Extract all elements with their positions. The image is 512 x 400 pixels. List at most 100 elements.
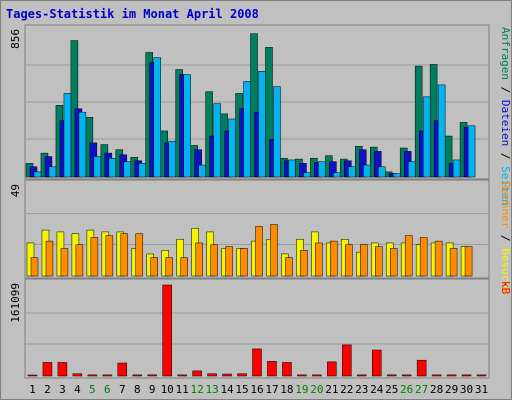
bar-kb-day-20	[312, 374, 322, 377]
x-tick-label: 26	[400, 383, 413, 396]
bar-rechner-day-9	[150, 257, 158, 277]
x-tick-label: 10	[161, 383, 174, 396]
bar-seiten-day-3	[63, 93, 72, 178]
bar-kb-day-30	[461, 374, 472, 377]
bar-seiten-day-26	[407, 161, 416, 178]
x-tick-label: 7	[119, 383, 126, 396]
bar-dateien-day-19	[299, 163, 307, 178]
bar-rechner-day-15	[240, 248, 248, 277]
x-tick-label: 19	[295, 383, 308, 396]
bar-dateien-day-24	[374, 151, 382, 178]
bar-seiten-day-7	[123, 161, 132, 178]
bar-rechner-day-22	[345, 244, 353, 277]
bar-kb-day-12	[192, 370, 202, 377]
bar-seiten-day-10	[168, 140, 176, 178]
bar-kb-day-29	[446, 374, 457, 377]
bar-kb-day-5	[87, 374, 98, 377]
bar-rechner-day-17	[270, 224, 278, 277]
x-tick-label: 20	[310, 383, 323, 396]
bar-seiten-day-20	[318, 161, 326, 178]
bar-kb-day-16	[252, 348, 262, 377]
panel-middle: 49 Rechner / Besuche	[9, 179, 512, 295]
bar-seiten-day-2	[48, 166, 57, 178]
bar-seiten-day-19	[303, 172, 311, 178]
bar-rechner-day-11	[180, 257, 188, 277]
bar-seiten-day-27	[422, 96, 431, 178]
bar-rechner-day-19	[300, 250, 308, 277]
bar-kb-day-19	[297, 374, 307, 377]
series-legend-label: Anfragen / Dateien / Seiten	[499, 27, 512, 206]
x-tick-label: 16	[250, 383, 263, 396]
x-tick-label: 17	[265, 383, 278, 396]
bar-kb-day-13	[207, 373, 217, 377]
series-legend-label: Rechner / Besuche	[499, 182, 512, 295]
bar-kb-day-17	[267, 361, 277, 377]
bar-rechner-day-27	[419, 237, 428, 277]
legend-part: Dateien	[499, 100, 512, 146]
bar-seiten-day-4	[78, 111, 87, 178]
bar-seiten-day-15	[243, 81, 251, 178]
bar-rechner-day-25	[389, 248, 398, 277]
y-max-label: 161099	[9, 283, 22, 323]
x-tick-label: 9	[149, 383, 156, 396]
bar-kb-day-18	[282, 362, 292, 377]
bar-seiten-day-5	[93, 156, 102, 178]
bar-rechner-day-14	[225, 246, 233, 277]
bar-anfragen-day-13	[205, 91, 213, 178]
bar-rechner-day-5	[90, 237, 99, 277]
chart-title: Tages-Statistik im Monat April 2008	[6, 7, 259, 21]
bar-kb-day-4	[72, 373, 83, 377]
x-tick-label: 11	[176, 383, 189, 396]
panel-bottom: 161099 kB	[9, 278, 512, 379]
bar-seiten-day-16	[258, 71, 266, 178]
bar-dateien-day-23	[359, 149, 367, 178]
chart-panels: 856 Anfragen / Dateien / Seiten 49 Rechner …	[9, 24, 512, 379]
bar-kb-day-25	[386, 374, 397, 377]
bar-kb-day-24	[371, 349, 382, 377]
x-tick-label: 14	[220, 383, 234, 396]
bar-kb-day-11	[177, 374, 187, 377]
series-legend-label: kB	[499, 281, 512, 295]
x-tick-label: 12	[191, 383, 204, 396]
bar-seiten-day-1	[33, 171, 42, 178]
x-tick-label: 6	[104, 383, 111, 396]
bar-kb-day-8	[132, 374, 143, 377]
bar-seiten-day-17	[273, 86, 281, 178]
bar-seiten-day-8	[138, 163, 147, 178]
bar-rechner-day-20	[315, 242, 323, 277]
x-tick-label: 21	[325, 383, 338, 396]
x-tick-label: 29	[445, 383, 458, 396]
bar-kb-day-6	[102, 374, 113, 377]
bar-dateien-day-12	[194, 149, 202, 178]
bar-rechner-day-1	[30, 257, 39, 277]
y-max-label: 856	[9, 29, 22, 49]
bar-seiten-day-18	[288, 159, 296, 178]
bar-rechner-day-28	[434, 240, 443, 277]
bar-kb-day-31	[476, 374, 487, 377]
bar-seiten-day-9	[153, 57, 161, 178]
legend-part: /	[499, 228, 512, 248]
x-tick-label: 22	[340, 383, 353, 396]
x-tick-label: 1	[29, 383, 36, 396]
bar-rechner-day-3	[60, 248, 69, 277]
bar-kb-day-1	[27, 374, 38, 377]
bar-rechner-day-12	[195, 242, 203, 277]
bar-rechner-day-4	[75, 244, 84, 277]
bar-kb-day-14	[222, 373, 232, 377]
bar-kb-day-15	[237, 373, 247, 377]
bar-rechner-day-7	[120, 233, 129, 277]
x-tick-label: 3	[59, 383, 66, 396]
bar-rechner-day-24	[375, 246, 383, 277]
bar-kb-day-7	[117, 362, 128, 377]
bar-kb-day-21	[327, 361, 337, 377]
bar-kb-day-2	[42, 362, 53, 377]
bar-rechner-day-6	[105, 235, 114, 277]
bar-seiten-day-21	[333, 172, 341, 178]
bar-dateien-day-21	[329, 161, 337, 178]
bar-seiten-day-6	[108, 157, 117, 178]
bar-seiten-day-30	[467, 125, 476, 178]
legend-part: kB	[499, 281, 512, 295]
bar-rechner-day-8	[135, 233, 144, 277]
panel-border	[24, 179, 490, 279]
